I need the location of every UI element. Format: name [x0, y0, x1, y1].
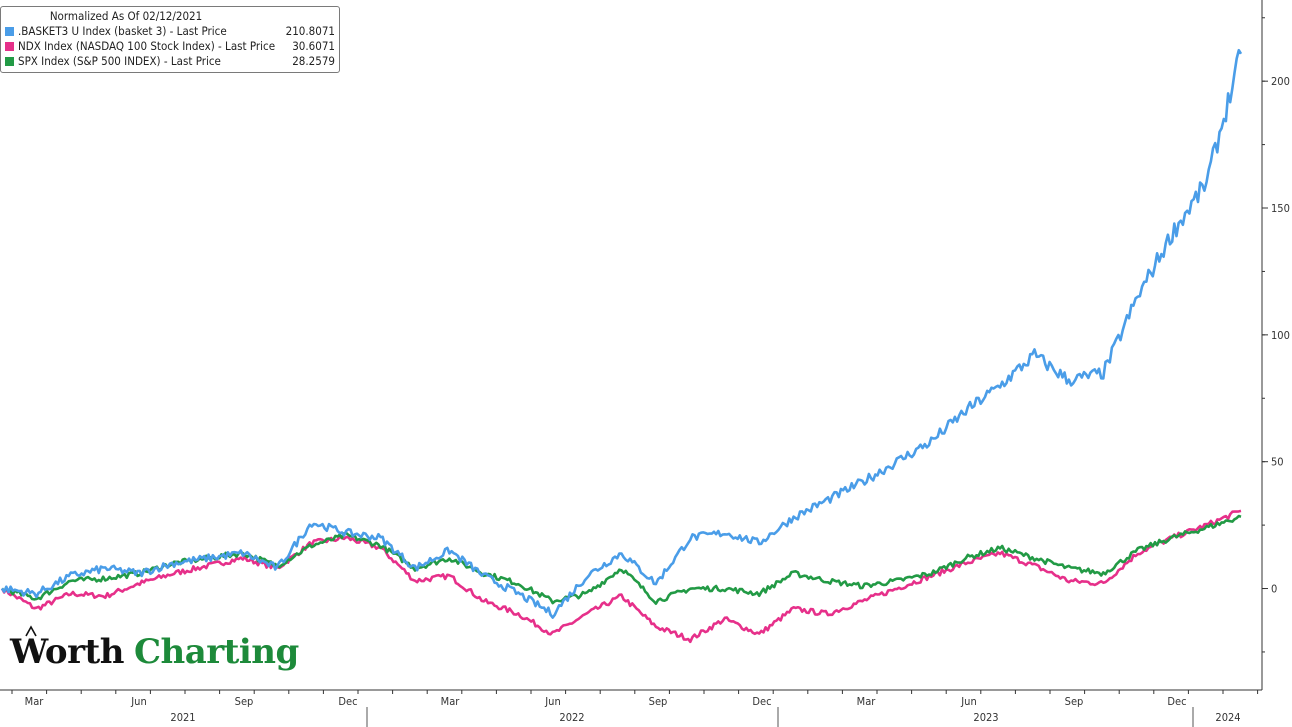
y-tick-label: 200	[1271, 75, 1290, 88]
plot-lines	[0, 48, 1243, 644]
legend-item-value: 30.6071	[292, 39, 335, 53]
legend-swatch	[5, 27, 14, 36]
x-tick-label: Jun	[544, 695, 560, 708]
x-tick-label: Dec	[752, 695, 771, 708]
x-tick-label: Sep	[1065, 695, 1084, 708]
series-line-0	[0, 48, 1243, 619]
arrow-up-icon	[25, 625, 37, 637]
legend: Normalized As Of 02/12/2021 .BASKET3 U I…	[0, 6, 340, 73]
x-tick-label: Dec	[1167, 695, 1186, 708]
x-tick-label: Mar	[25, 695, 45, 708]
legend-item-label: .BASKET3 U Index (basket 3) - Last Price	[18, 24, 227, 38]
brand-word-worth: Worth	[10, 632, 124, 672]
legend-item-label: SPX Index (S&P 500 INDEX) - Last Price	[18, 54, 221, 68]
x-tick-label: Sep	[235, 695, 254, 708]
legend-swatch	[5, 57, 14, 66]
x-axis: Mar Jun Sep Dec Mar Jun Sep Dec Mar Jun Sep Dec 2021…	[0, 689, 1262, 727]
x-tick-label: Dec	[338, 695, 357, 708]
y-tick-label: 0	[1271, 583, 1277, 596]
y-tick-label: 150	[1271, 202, 1290, 215]
legend-item: SPX Index (S&P 500 INDEX) - Last Price 2…	[5, 54, 335, 69]
x-tick-label: Mar	[441, 695, 461, 708]
x-year-label: 2024	[1215, 711, 1240, 724]
legend-title: Normalized As Of 02/12/2021	[49, 9, 203, 23]
legend-item-value: 28.2579	[292, 54, 335, 68]
brand-word-charting: Charting	[133, 632, 299, 672]
legend-item-label: NDX Index (NASDAQ 100 Stock Index) - Las…	[18, 39, 276, 53]
x-tick-label: Jun	[960, 695, 976, 708]
x-year-label: 2023	[973, 711, 998, 724]
legend-item: .BASKET3 U Index (basket 3) - Last Price…	[5, 24, 335, 39]
y-axis: 0 50 100 150 200	[1261, 0, 1290, 690]
y-tick-label: 100	[1271, 329, 1290, 342]
x-tick-label: Jun	[130, 695, 146, 708]
series-line-1	[0, 509, 1242, 644]
x-year-label: 2022	[559, 711, 584, 724]
legend-item-value: 210.8071	[285, 24, 335, 38]
x-tick-label: Sep	[649, 695, 668, 708]
brand-logo: Worth Charting	[10, 625, 299, 682]
y-tick-label: 50	[1271, 456, 1284, 469]
x-year-label: 2021	[170, 711, 195, 724]
legend-item: NDX Index (NASDAQ 100 Stock Index) - Las…	[5, 39, 335, 54]
x-tick-label: Mar	[857, 695, 877, 708]
legend-swatch	[5, 42, 14, 51]
